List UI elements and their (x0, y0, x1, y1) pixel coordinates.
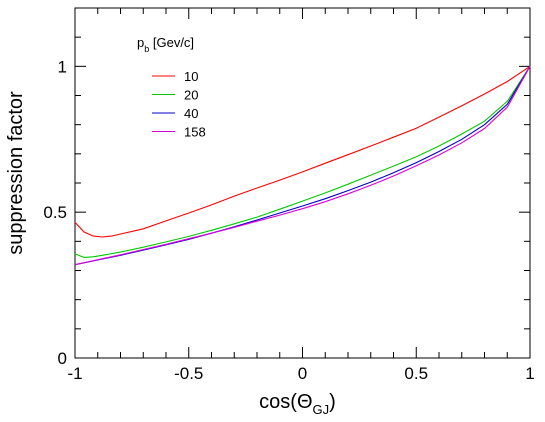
legend-label-10: 10 (184, 69, 198, 84)
x-axis-title-close: ) (329, 391, 336, 413)
x-tick-label: 0.5 (404, 364, 428, 383)
y-tick-label: 0.5 (43, 203, 67, 222)
legend-label-20: 20 (184, 88, 198, 103)
legend-label-40: 40 (184, 106, 198, 121)
x-tick-label: -1 (67, 364, 82, 383)
legend-title-rest: [Gev/c] (149, 35, 194, 50)
legend-entries: 10 20 40 158 (152, 69, 206, 140)
y-tick-label: 1 (58, 57, 67, 76)
x-tick-label: -0.5 (174, 364, 203, 383)
legend-title: pb [Gev/c] (137, 35, 194, 54)
legend: pb [Gev/c] 10 20 40 158 (137, 35, 206, 140)
tick-labels: -1 -0.5 0 0.5 100.51 (43, 57, 534, 383)
series-line-158 (74, 66, 531, 266)
x-axis-title-subscript: GJ (313, 402, 330, 417)
x-tick-label: 1 (525, 364, 534, 383)
legend-title-subscript: b (144, 44, 149, 54)
series-line-40 (74, 66, 531, 266)
series-line-10 (74, 65, 531, 238)
y-axis-title: suppression factor (5, 91, 27, 255)
x-axis-title: cos(ΘGJ) (259, 391, 336, 417)
y-tick-label: 0 (58, 349, 67, 368)
axis-ticks (74, 7, 531, 359)
legend-label-158: 158 (184, 125, 206, 140)
series-line-20 (74, 66, 531, 258)
series-lines (74, 65, 531, 266)
x-axis-title-main: cos(Θ (259, 391, 312, 413)
x-tick-label: 0 (298, 364, 307, 383)
legend-title-main: p (137, 35, 144, 50)
